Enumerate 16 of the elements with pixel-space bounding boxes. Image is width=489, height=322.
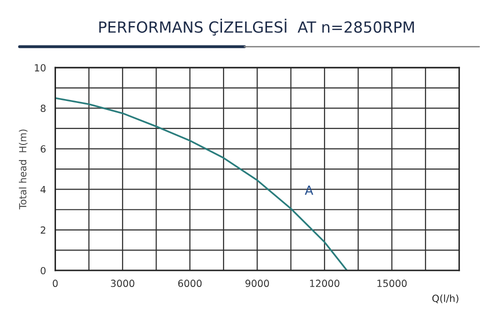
x-tick-label: 15000 — [377, 280, 407, 288]
x-tick-label: 12000 — [310, 280, 340, 288]
y-tick-label: 10 — [34, 64, 46, 72]
x-tick-label: 0 — [52, 280, 58, 288]
x-tick-label: 3000 — [110, 280, 134, 288]
chart-title: PERFORMANS ÇİZELGESİ AT n=2850RPM — [99, 18, 414, 36]
y-tick-label: 8 — [40, 104, 46, 112]
y-tick-label: 0 — [40, 266, 46, 274]
y-tick-label: 2 — [40, 226, 46, 234]
x-tick-label: 6000 — [178, 280, 202, 288]
y-tick-label: 4 — [40, 186, 46, 194]
y-axis-title: Total head H(m) — [18, 130, 28, 210]
line-series — [55, 97, 348, 270]
y-tick-label: 6 — [40, 145, 46, 153]
x-axis-title: Q(l/h) — [432, 294, 458, 304]
x-tick-label: 9000 — [245, 280, 269, 288]
